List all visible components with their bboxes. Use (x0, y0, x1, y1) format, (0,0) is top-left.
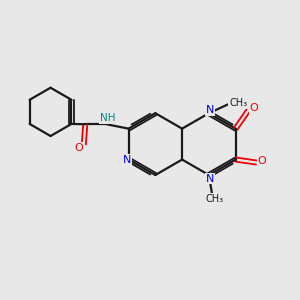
Text: O: O (74, 143, 83, 153)
Text: CH₃: CH₃ (206, 194, 224, 204)
Text: NH: NH (100, 113, 116, 123)
Text: N: N (123, 154, 131, 165)
Text: N: N (206, 174, 214, 184)
Text: CH₃: CH₃ (229, 98, 248, 108)
Text: N: N (206, 105, 214, 115)
Text: O: O (250, 103, 259, 113)
Text: O: O (258, 156, 266, 166)
